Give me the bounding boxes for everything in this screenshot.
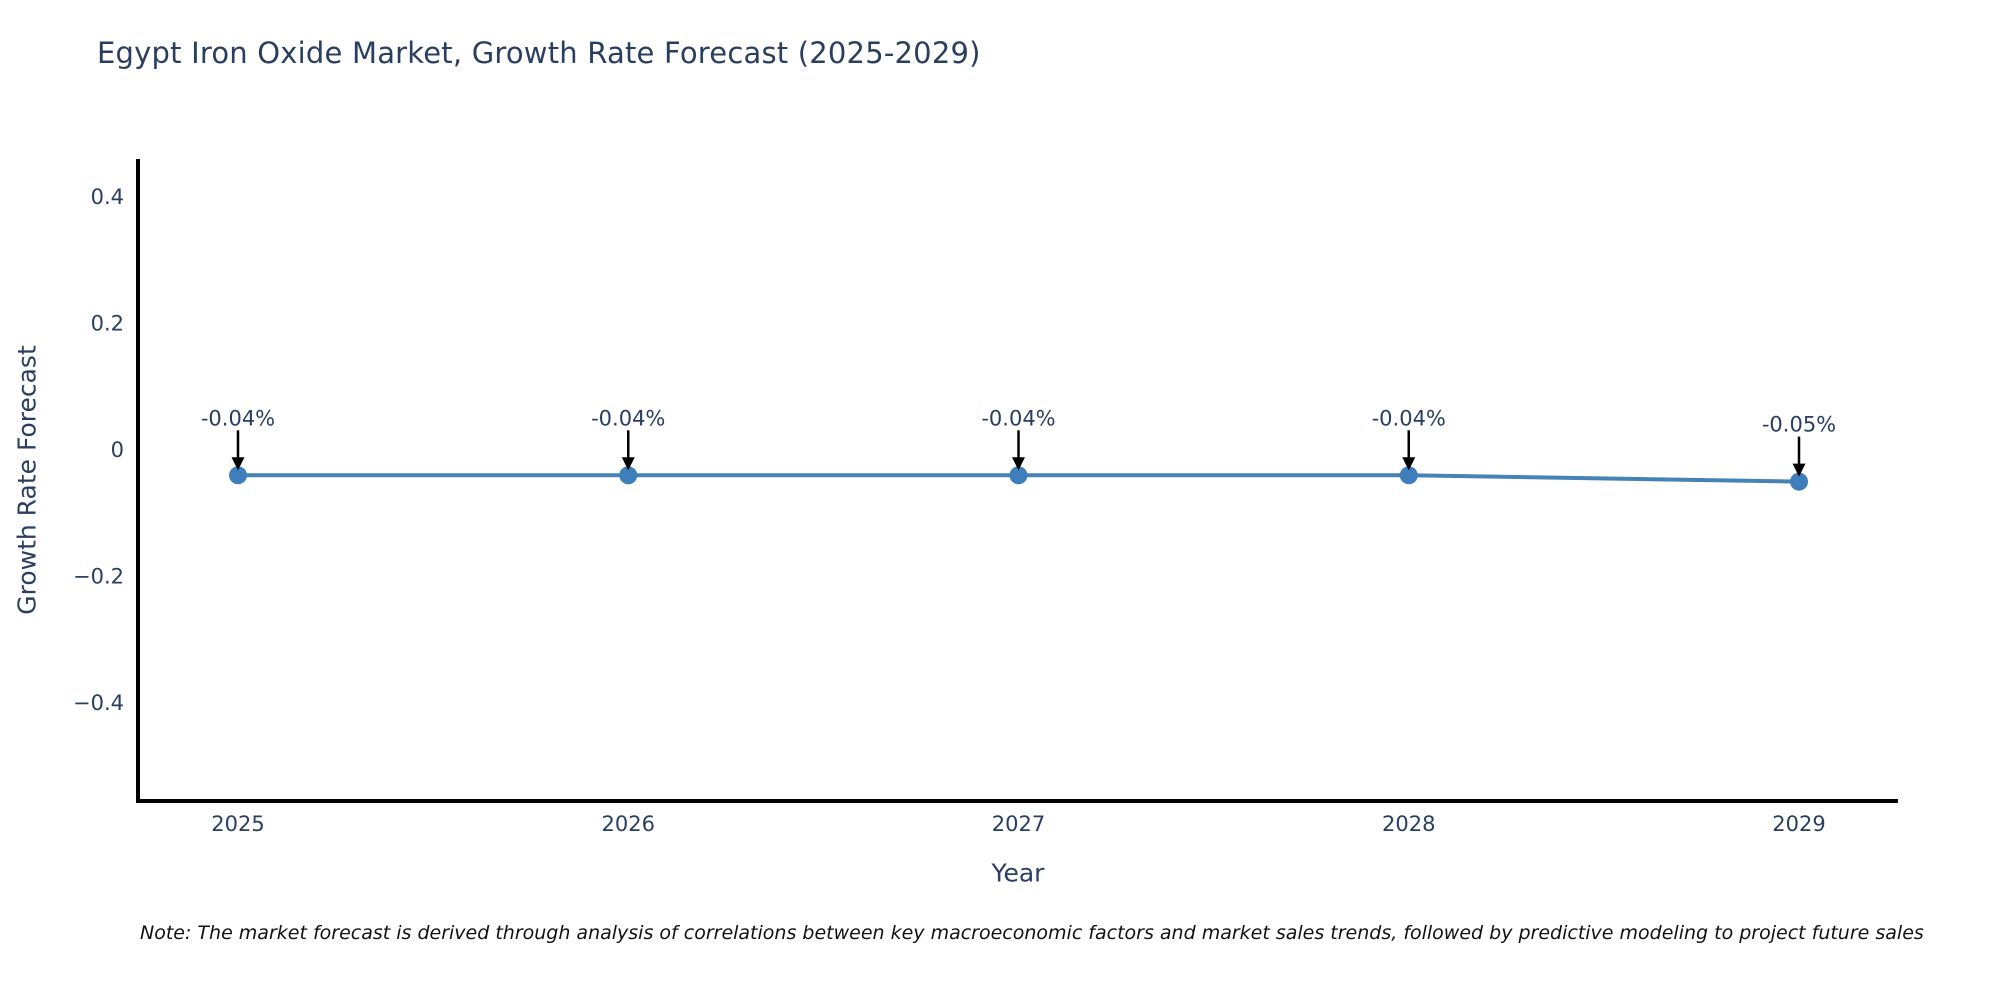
- annotation-label: -0.05%: [1762, 413, 1836, 437]
- x-tick-label: 2029: [1772, 812, 1825, 836]
- x-tick-label: 2028: [1382, 812, 1435, 836]
- data-point-marker: [1399, 466, 1418, 485]
- annotation-arrowhead-icon: [1792, 463, 1806, 477]
- chart-title: Egypt Iron Oxide Market, Growth Rate For…: [97, 36, 981, 70]
- annotation-arrowhead-icon: [231, 457, 245, 471]
- annotation-label: -0.04%: [1372, 406, 1446, 430]
- annotation-label: -0.04%: [201, 406, 275, 430]
- x-tick-label: 2025: [211, 812, 264, 836]
- annotation-arrowhead-icon: [1012, 457, 1025, 471]
- data-point-marker: [1009, 466, 1028, 485]
- y-tick-label: −0.4: [73, 691, 124, 715]
- footnote-text: Note: The market forecast is derived thr…: [140, 922, 1924, 944]
- x-tick-label: 2027: [992, 812, 1045, 836]
- y-tick-label: −0.2: [73, 565, 124, 589]
- annotation-arrowhead-icon: [621, 457, 635, 471]
- y-axis-title: Growth Rate Forecast: [12, 345, 42, 615]
- x-tick-label: 2026: [602, 812, 655, 836]
- annotation-label: -0.04%: [981, 406, 1055, 430]
- y-tick-label: 0: [111, 438, 124, 462]
- y-tick-label: 0.2: [91, 312, 124, 336]
- data-point-marker: [1790, 472, 1808, 491]
- annotation-label: -0.04%: [591, 406, 665, 430]
- x-axis-title: Year: [991, 858, 1045, 888]
- y-tick-label: 0.4: [91, 185, 124, 209]
- data-point-marker: [619, 466, 638, 485]
- data-point-marker: [229, 466, 247, 485]
- annotation-arrowhead-icon: [1402, 457, 1416, 471]
